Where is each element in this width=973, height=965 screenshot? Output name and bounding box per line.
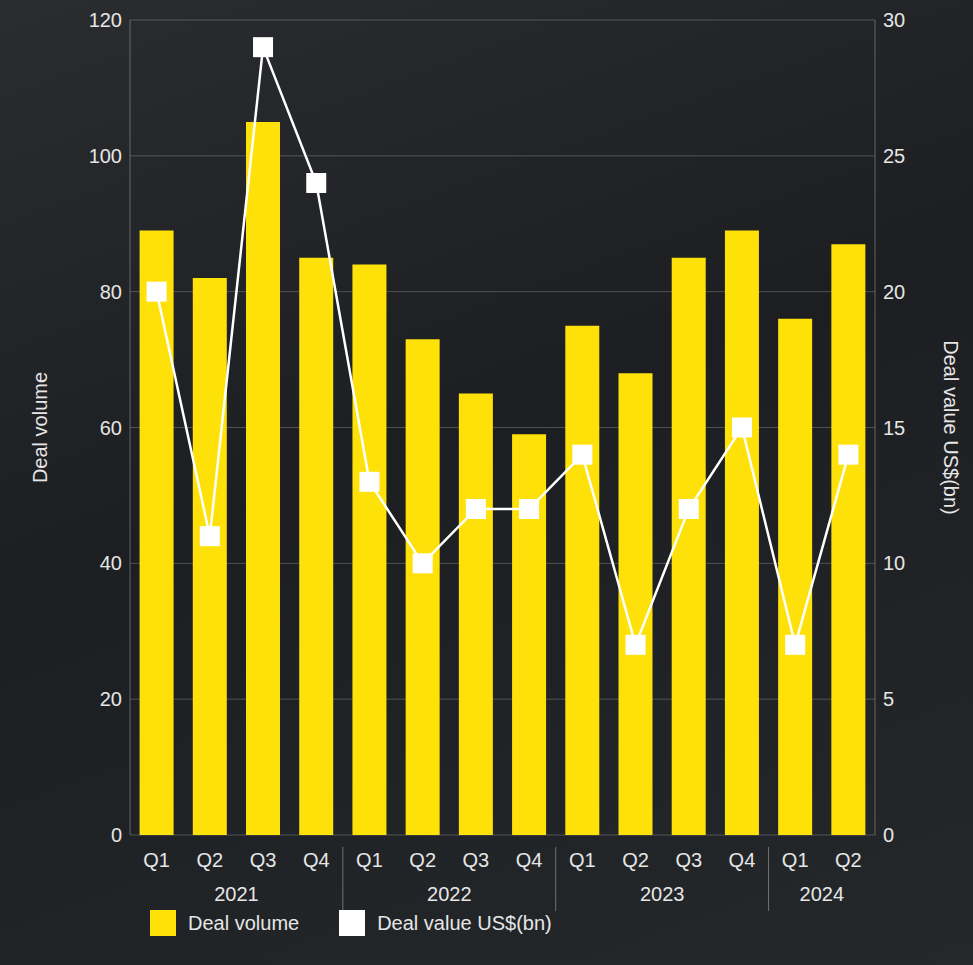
svg-text:0: 0	[883, 824, 894, 846]
svg-text:100: 100	[89, 145, 122, 167]
svg-text:Q4: Q4	[516, 849, 543, 871]
svg-text:Q1: Q1	[569, 849, 596, 871]
svg-text:Q1: Q1	[782, 849, 809, 871]
svg-text:0: 0	[111, 824, 122, 846]
svg-text:Q4: Q4	[303, 849, 330, 871]
svg-text:Q4: Q4	[729, 849, 756, 871]
svg-text:10: 10	[883, 552, 905, 574]
svg-text:2022: 2022	[427, 883, 472, 905]
svg-text:30: 30	[883, 9, 905, 31]
svg-text:Q2: Q2	[409, 849, 436, 871]
svg-text:2023: 2023	[640, 883, 685, 905]
svg-text:Deal volume: Deal volume	[29, 372, 51, 483]
svg-text:2021: 2021	[214, 883, 259, 905]
svg-text:25: 25	[883, 145, 905, 167]
svg-text:15: 15	[883, 417, 905, 439]
svg-text:20: 20	[883, 281, 905, 303]
svg-text:Q3: Q3	[675, 849, 702, 871]
svg-text:Deal value US$(bn): Deal value US$(bn)	[940, 340, 962, 515]
html-text:Deal volume: Deal volume	[188, 911, 300, 934]
svg-text:Q2: Q2	[196, 849, 223, 871]
svg-text:Q2: Q2	[622, 849, 649, 871]
svg-text:Q1: Q1	[143, 849, 170, 871]
svg-text:120: 120	[89, 9, 122, 31]
svg-text:Q2: Q2	[835, 849, 862, 871]
svg-text:5: 5	[883, 688, 894, 710]
svg-text:60: 60	[100, 417, 122, 439]
svg-text:40: 40	[100, 552, 122, 574]
svg-text:20: 20	[100, 688, 122, 710]
svg-text:Q3: Q3	[463, 849, 490, 871]
svg-text:80: 80	[100, 281, 122, 303]
html-text:Deal value US$(bn): Deal value US$(bn)	[377, 911, 552, 934]
svg-text:Q3: Q3	[250, 849, 277, 871]
svg-text:2024: 2024	[800, 883, 845, 905]
svg-text:Q1: Q1	[356, 849, 383, 871]
